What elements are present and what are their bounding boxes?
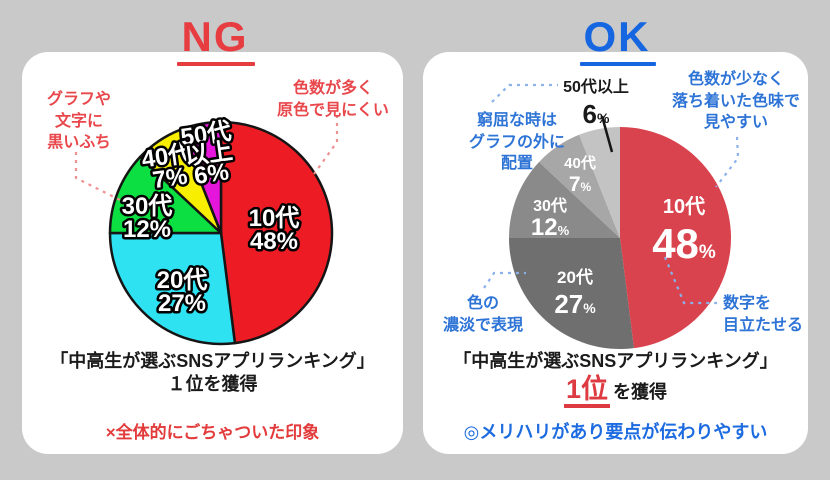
ok-note: ◎メリハリがあり要点が伝わりやすい	[463, 422, 768, 442]
ok-caption-line1: 「中高生が選ぶSNSアプリランキング」	[453, 351, 778, 371]
annotation-black-border: グラフや 文字に 黒いふち	[24, 89, 134, 154]
svg-text:50代以上: 50代以上	[563, 77, 629, 96]
annotation-line: 文字に	[54, 112, 103, 130]
svg-text:48%: 48%	[250, 228, 298, 255]
svg-text:27%: 27%	[158, 290, 206, 317]
leader-color-shades	[483, 271, 526, 289]
ng-title: NG	[181, 13, 249, 60]
pie-slices-layer	[108, 120, 732, 349]
annotation-color-shades: 色の 濃淡で表現	[413, 293, 553, 336]
ng-pie-slice-10代	[219, 120, 334, 345]
ok-pie-slice-50代以上	[579, 127, 620, 238]
annotation-few-colors: 色数が少なく 落ち着いた色味で 見やすい	[661, 69, 811, 134]
annotation-primary-colors: 色数が多く 原色で見にくい	[263, 78, 403, 121]
annotation-highlight-numbers: 数字を 目立たせる	[723, 293, 830, 336]
ng-pie-slice-30代	[108, 155, 223, 235]
annotation-line: 配置	[500, 155, 533, 172]
ng-pie-slice-20代	[108, 231, 237, 346]
ng-note: ×全体的にごちゃついた印象	[105, 423, 320, 442]
svg-text:30代: 30代	[122, 193, 173, 220]
leader-few-colors	[715, 136, 740, 188]
annotation-line: 色数が多く	[292, 80, 373, 97]
svg-text:10代: 10代	[663, 195, 705, 218]
leader-lines-layer	[74, 83, 740, 305]
svg-text:12%: 12%	[123, 216, 171, 243]
annotation-line: グラフの外に	[468, 133, 565, 151]
svg-text:6%: 6%	[192, 158, 230, 190]
ok-caption-line2: 1位 を獲得	[423, 375, 808, 408]
annotation-line: 色数が少なく	[687, 71, 784, 88]
ok-pie-slice-10代	[620, 127, 732, 349]
rank-suffix: を獲得	[613, 382, 668, 402]
ok-pie-slice-20代	[509, 238, 634, 349]
annotation-line: 黒いふち	[47, 134, 111, 151]
svg-text:20代: 20代	[557, 267, 593, 287]
annotation-place-outside: 窮屈な時は グラフの外に 配置	[447, 110, 587, 175]
ng-caption: 「中高生が選ぶSNSアプリランキング」 １位を獲得	[22, 350, 403, 396]
ok-title-underline	[580, 62, 656, 66]
leader-black-border	[74, 152, 125, 203]
ng-title-underline	[177, 62, 255, 66]
svg-text:7%: 7%	[569, 173, 592, 196]
ok-pie-slice-40代	[539, 134, 620, 238]
svg-text:6%: 6%	[583, 99, 610, 129]
svg-text:以上: 以上	[183, 138, 234, 171]
svg-text:12%: 12%	[531, 214, 570, 241]
annotation-line: 原色で見にくい	[277, 101, 389, 119]
leader-over50-label	[600, 115, 614, 153]
svg-text:48%: 48%	[652, 220, 716, 267]
annotation-line: 見やすい	[703, 114, 768, 131]
leader-primary-colors	[313, 115, 339, 175]
annotation-line: 数字を	[723, 295, 772, 312]
annotation-line: 窮屈な時は	[476, 112, 557, 129]
svg-text:30代: 30代	[533, 196, 567, 215]
annotation-line: 色の	[466, 295, 499, 312]
ok-title: OK	[583, 13, 651, 60]
svg-text:40代: 40代	[140, 140, 194, 174]
leader-place-outside	[491, 83, 558, 103]
ok-pie-slice-30代	[509, 162, 620, 238]
ng-pie-slice-50代以上	[178, 120, 223, 235]
svg-text:10代: 10代	[249, 205, 300, 232]
ok-pie-label-50代以上: 50代以上 6%	[563, 77, 629, 129]
ng-caption-line1: 「中高生が選ぶSNSアプリランキング」	[50, 351, 375, 371]
annotation-line: グラフや	[46, 91, 111, 108]
leader-highlight-numbers	[663, 256, 717, 305]
annotation-line: 落ち着いた色味で	[671, 92, 800, 110]
ok-caption: 「中高生が選ぶSNSアプリランキング」 1位 を獲得	[423, 350, 808, 408]
annotation-line: 目立たせる	[723, 316, 804, 334]
ng-caption-line2: １位を獲得	[167, 374, 258, 394]
pie-labels-layer: 10代48%20代27%30代12%40代7%50代以上6%10代48%20代2…	[119, 77, 716, 320]
rank-highlight: 1位	[563, 375, 611, 408]
svg-text:40代: 40代	[564, 154, 596, 172]
svg-text:7%: 7%	[151, 163, 189, 195]
annotation-line: 濃淡で表現	[442, 316, 523, 334]
svg-text:27%: 27%	[554, 289, 596, 319]
svg-text:20代: 20代	[157, 267, 208, 294]
